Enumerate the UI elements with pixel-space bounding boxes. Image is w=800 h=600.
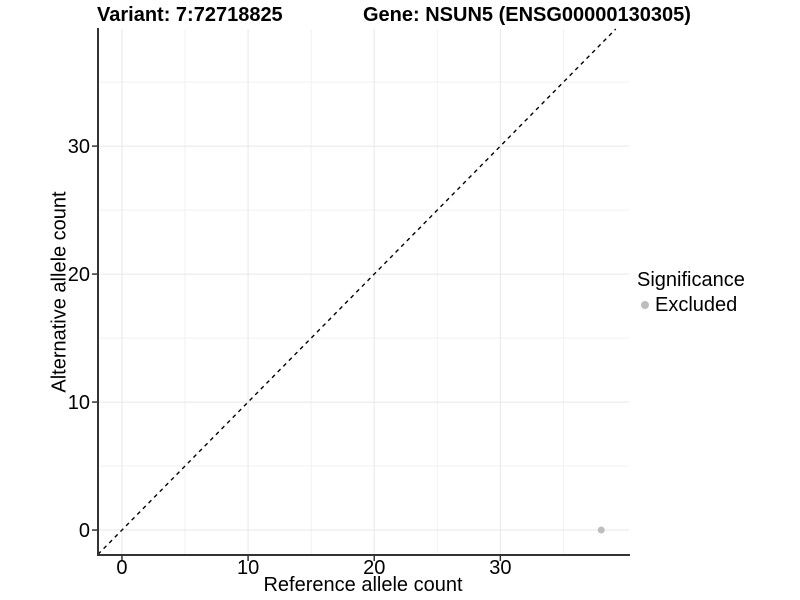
legend-item-label: Excluded: [655, 294, 738, 316]
x-tick-label: 0: [116, 557, 127, 579]
y-tick-label: 0: [79, 520, 90, 542]
identity-dashed-line: [97, 28, 617, 555]
y-tick-label: 30: [68, 136, 90, 158]
data-point: [597, 526, 605, 534]
y-tick-label: 20: [68, 264, 90, 286]
x-tick-label: 30: [489, 557, 511, 579]
y-tick-label: 10: [68, 392, 90, 414]
legend-title: Significance: [637, 269, 745, 291]
x-tick-label: 10: [237, 557, 259, 579]
variant-title: Variant: 7:72718825: [97, 4, 283, 26]
gene-title: Gene: NSUN5 (ENSG00000130305): [363, 4, 691, 26]
x-axis-title: Reference allele count: [263, 574, 463, 596]
legend-item-excluded: Excluded: [637, 293, 745, 317]
y-axis-title: Alternative allele count: [48, 191, 71, 393]
x-tick-label: 20: [363, 557, 385, 579]
legend-point-icon: [641, 301, 649, 309]
legend: Significance Excluded: [637, 268, 745, 317]
